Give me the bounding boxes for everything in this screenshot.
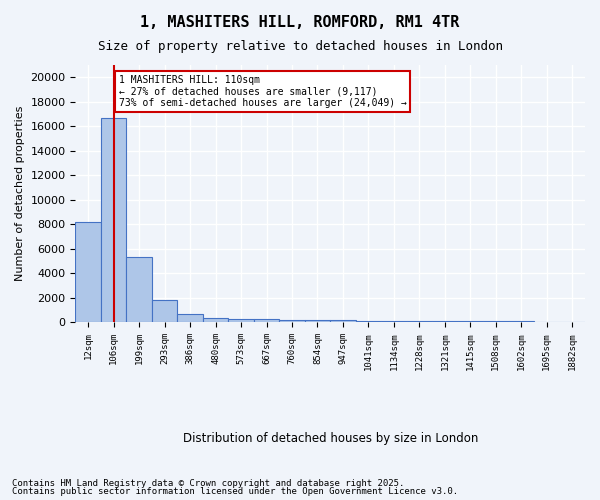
Bar (101, 118, 127, 322)
Bar (381, 321, 407, 322)
Bar (330, 320, 356, 322)
Bar (203, 318, 228, 322)
X-axis label: Distribution of detached houses by size in London: Distribution of detached houses by size … (182, 432, 478, 445)
Bar (178, 314, 203, 322)
Bar (432, 321, 458, 322)
Bar (356, 320, 381, 322)
Bar (228, 319, 254, 322)
Bar (279, 320, 305, 322)
Bar (305, 320, 330, 322)
Text: Contains HM Land Registry data © Crown copyright and database right 2025.: Contains HM Land Registry data © Crown c… (12, 478, 404, 488)
Text: 1 MASHITERS HILL: 110sqm
← 27% of detached houses are smaller (9,117)
73% of sem: 1 MASHITERS HILL: 110sqm ← 27% of detach… (119, 75, 407, 108)
Bar (152, 300, 178, 322)
Text: 1, MASHITERS HILL, ROMFORD, RM1 4TR: 1, MASHITERS HILL, ROMFORD, RM1 4TR (140, 15, 460, 30)
Bar (407, 321, 432, 322)
Bar (127, 256, 152, 322)
Text: Size of property relative to detached houses in London: Size of property relative to detached ho… (97, 40, 503, 53)
Bar (254, 320, 279, 322)
Bar (458, 321, 483, 322)
Text: Contains public sector information licensed under the Open Government Licence v3: Contains public sector information licen… (12, 487, 458, 496)
Y-axis label: Number of detached properties: Number of detached properties (15, 106, 25, 282)
Bar (76, 222, 101, 322)
